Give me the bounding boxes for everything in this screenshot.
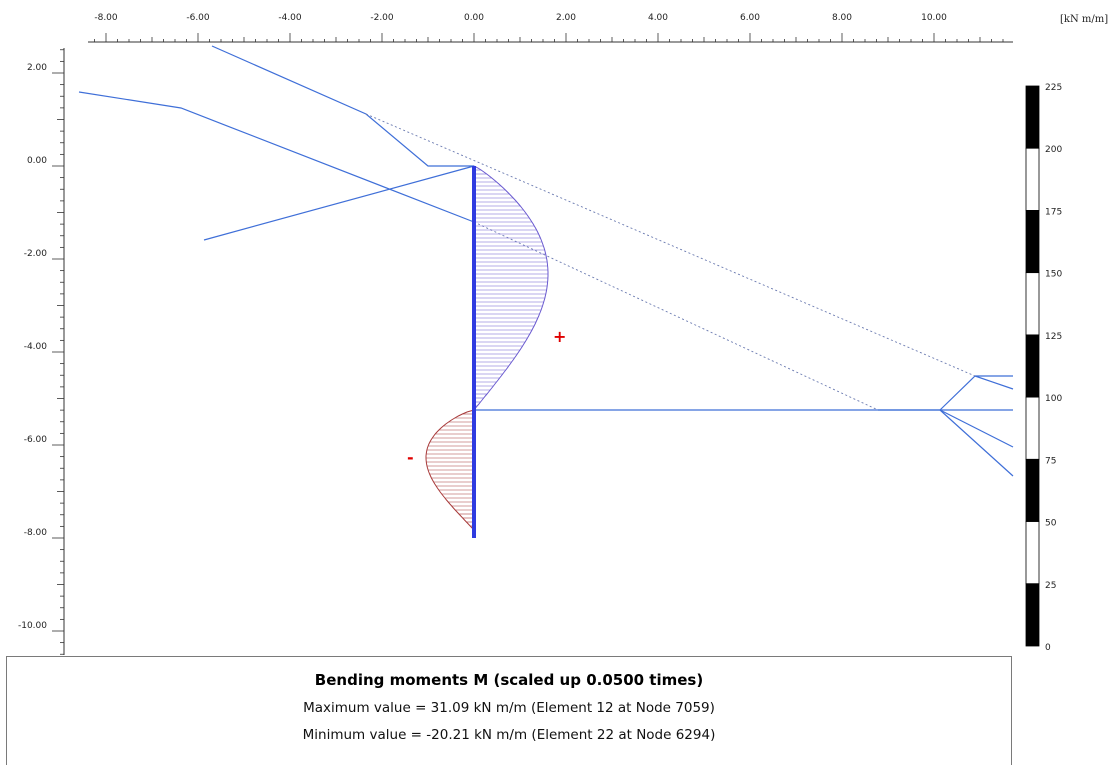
scale-bar-segment bbox=[1025, 396, 1040, 460]
x-tick-label: 4.00 bbox=[648, 13, 668, 23]
scale-bar-label: 150 bbox=[1045, 270, 1062, 280]
anchor-line bbox=[203, 165, 475, 241]
right-branch-line-2 bbox=[939, 409, 1014, 448]
scale-bar-segment bbox=[1025, 272, 1040, 336]
positive-sign: + bbox=[553, 327, 566, 346]
y-tick-label: 0.00 bbox=[27, 156, 47, 166]
x-axis-ruler: -8.00 -6.00 -4.00 -2.00 0.00 2.00 4.00 6.00 8.00… bbox=[88, 13, 1013, 43]
scale-bar-label: 0 bbox=[1045, 643, 1051, 653]
scale-bar-segment bbox=[1025, 85, 1040, 149]
y-tick-label: -8.00 bbox=[24, 528, 48, 538]
scale-bar-label: 25 bbox=[1045, 581, 1056, 591]
negative-sign: - bbox=[407, 448, 414, 467]
positive-moment-outline bbox=[473, 165, 549, 411]
x-tick-label: -4.00 bbox=[278, 13, 302, 23]
x-tick-label: -2.00 bbox=[370, 13, 394, 23]
results-title: Bending moments M (scaled up 0.0500 time… bbox=[314, 671, 704, 689]
positive-moment-region bbox=[473, 165, 549, 411]
scale-bar-label: 100 bbox=[1045, 394, 1062, 404]
x-tick-label: 6.00 bbox=[740, 13, 760, 23]
y-tick-label: 2.00 bbox=[27, 63, 47, 73]
scale-bar-label: 50 bbox=[1045, 519, 1057, 529]
x-tick-label: 8.00 bbox=[832, 13, 852, 23]
units-label: [kN m/m] bbox=[1060, 14, 1108, 25]
scale-bar-label: 125 bbox=[1045, 332, 1062, 342]
scale-bar-label: 200 bbox=[1045, 145, 1062, 155]
scale-bar-segment bbox=[1025, 334, 1040, 398]
x-tick-label: 10.00 bbox=[921, 13, 947, 23]
dotted-line-upper bbox=[365, 113, 976, 377]
right-upper-line bbox=[939, 375, 1013, 411]
negative-moment-region bbox=[425, 409, 475, 531]
y-tick-label: -6.00 bbox=[24, 435, 48, 445]
geometry-lines bbox=[78, 45, 1014, 477]
results-panel: Bending moments M (scaled up 0.0500 time… bbox=[6, 656, 1012, 765]
excavation-slope-line bbox=[211, 45, 474, 167]
scale-bar-segment bbox=[1025, 583, 1040, 647]
scale-bar-label: 175 bbox=[1045, 207, 1062, 217]
scale-bar-segment bbox=[1025, 147, 1040, 211]
scale-bar-label: 225 bbox=[1045, 83, 1062, 93]
max-value-line: Maximum value = 31.09 kN m/m (Element 12… bbox=[303, 700, 715, 716]
y-tick-label: -4.00 bbox=[24, 342, 48, 352]
scale-bar-segment bbox=[1025, 210, 1040, 274]
diagram-canvas: -8.00 -6.00 -4.00 -2.00 0.00 2.00 4.00 6.00 8.00… bbox=[18, 13, 1108, 655]
scale-bar-segment bbox=[1025, 521, 1040, 585]
x-tick-label: 2.00 bbox=[556, 13, 576, 23]
x-tick-label: 0.00 bbox=[464, 13, 484, 23]
right-branch-line bbox=[974, 375, 1014, 390]
construction-lines bbox=[365, 113, 976, 411]
y-axis-ruler: 2.00 0.00 -2.00 -4.00 -6.00 -8.00 -10.00 bbox=[18, 48, 65, 655]
y-tick-label: -2.00 bbox=[24, 249, 48, 259]
scale-bar-segment bbox=[1025, 458, 1040, 522]
ground-surface-line bbox=[78, 91, 475, 223]
scale-bar: 225 200 175 150 125 100 75 50 25 0 bbox=[1025, 83, 1062, 653]
y-tick-label: -10.00 bbox=[18, 621, 47, 631]
x-tick-label: -8.00 bbox=[94, 13, 118, 23]
x-tick-label: -6.00 bbox=[186, 13, 210, 23]
scale-bar-label: 75 bbox=[1045, 456, 1056, 466]
right-lower-line bbox=[878, 409, 1014, 477]
min-value-line: Minimum value = -20.21 kN m/m (Element 2… bbox=[302, 727, 716, 743]
